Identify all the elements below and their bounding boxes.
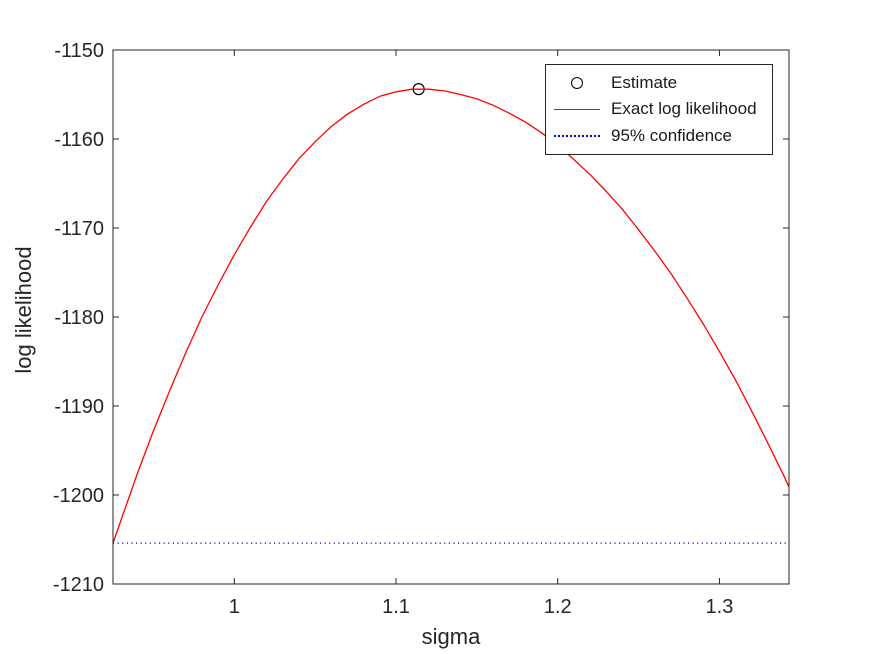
open-circle-marker-icon bbox=[571, 77, 583, 90]
x-tick-label: 1.1 bbox=[382, 596, 410, 618]
y-tick-label: -1160 bbox=[54, 129, 104, 151]
y-tick-label: -1150 bbox=[54, 40, 104, 62]
legend-row-confidence: 95% confidence bbox=[546, 123, 772, 149]
legend-swatch-area bbox=[554, 108, 600, 110]
solid-line-swatch-icon bbox=[554, 108, 600, 110]
legend-row-estimate: Estimate bbox=[546, 70, 772, 96]
y-axis-label: log likelihood bbox=[11, 246, 36, 373]
legend-swatch-area bbox=[554, 134, 600, 137]
x-axis-label: sigma bbox=[422, 624, 481, 649]
y-tick-label: -1210 bbox=[53, 574, 104, 596]
y-tick-label: -1190 bbox=[54, 396, 104, 418]
series-layer bbox=[112, 83, 790, 544]
y-tick-label: -1180 bbox=[54, 307, 104, 329]
series-solid-line bbox=[112, 88, 790, 544]
legend-label-estimate: Estimate bbox=[611, 73, 678, 93]
x-tick-label: 1.2 bbox=[544, 596, 572, 618]
legend-swatch-area bbox=[554, 77, 600, 90]
axes-box bbox=[112, 49, 790, 585]
dotted-line-swatch-icon bbox=[554, 134, 600, 137]
legend: Estimate Exact log likelihood 95% confid… bbox=[545, 64, 773, 155]
legend-label-confidence: 95% confidence bbox=[611, 125, 732, 145]
x-tick-label: 1 bbox=[229, 596, 240, 618]
legend-row-exact-log-likelihood: Exact log likelihood bbox=[546, 96, 772, 122]
x-tick-labels: 1 1.1 1.2 1.3 bbox=[229, 596, 734, 618]
y-tick-label: -1170 bbox=[54, 218, 104, 240]
y-tick-labels: -1210 -1200 -1190 -1180 -1170 -1160 -1150 bbox=[53, 40, 104, 596]
legend-label-exact-log-likelihood: Exact log likelihood bbox=[611, 99, 757, 119]
x-tick-label: 1.3 bbox=[706, 596, 734, 618]
y-tick-label: -1200 bbox=[53, 485, 104, 507]
